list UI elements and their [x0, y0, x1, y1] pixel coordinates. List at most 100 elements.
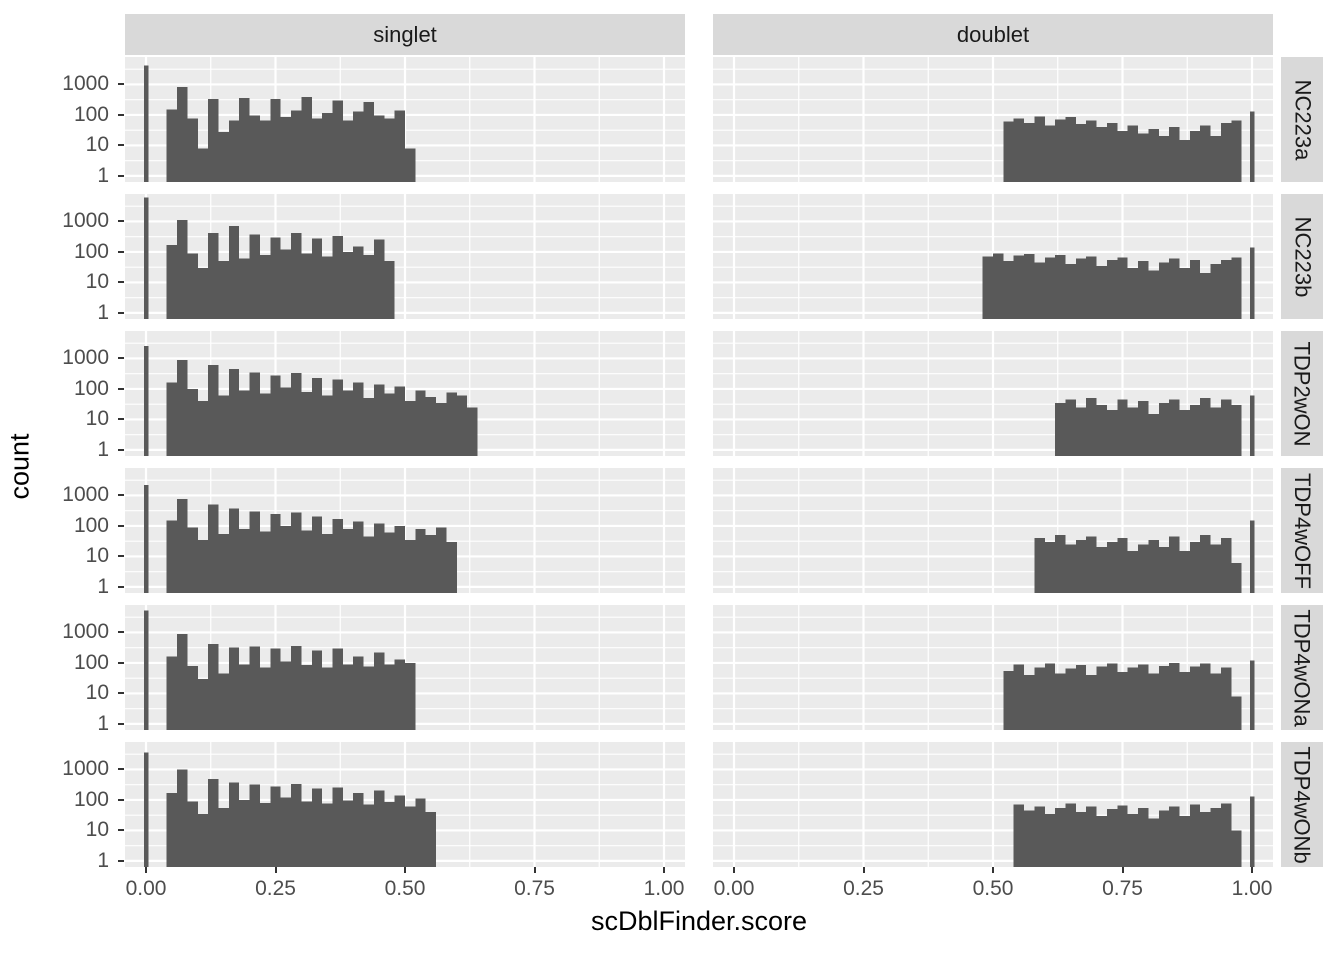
- facet-strip-row-tdp4woff-label: TDP4wOFF: [1290, 472, 1315, 589]
- facet-strip-row-tdp4wonb: TDP4wONb: [1281, 742, 1323, 867]
- y-tick-label: 1000: [62, 346, 109, 370]
- x-tick-mark: [1251, 867, 1253, 873]
- facet-strip-row-tdp2won: TDP2wON: [1281, 331, 1323, 456]
- x-tick-label: 0.75: [514, 877, 555, 900]
- panel-TDP4wOFF-doublet: [713, 468, 1273, 593]
- x-tick-mark: [992, 867, 994, 873]
- x-tick-label: 1.00: [1231, 877, 1273, 900]
- facet-strip-row-nc223b-label: NC223b: [1290, 216, 1315, 297]
- y-tick-mark: [118, 83, 124, 86]
- y-tick-label: 100: [73, 650, 109, 674]
- zero-score-spike: [144, 345, 149, 456]
- y-tick-label: 10: [85, 270, 109, 294]
- panel-NC223a-doublet: [713, 57, 1273, 182]
- y-tick-mark: [118, 692, 124, 695]
- one-score-spike: [1250, 520, 1255, 593]
- one-score-spike: [1250, 247, 1255, 319]
- y-tick-label: 1000: [62, 209, 109, 233]
- y-tick-mark: [118, 768, 124, 771]
- panel-TDP4wONa-singlet: [125, 605, 685, 730]
- facet-strip-singlet-label: singlet: [373, 21, 437, 47]
- histogram-bars: [144, 484, 457, 593]
- x-tick-mark: [533, 867, 536, 873]
- y-tick-label: 10: [85, 681, 109, 705]
- histogram-bars: [1034, 520, 1255, 593]
- y-tick-label: 1000: [62, 483, 109, 507]
- y-tick-label: 1: [97, 574, 109, 598]
- y-tick-label: 1000: [62, 757, 109, 781]
- facet-strip-row-tdp4wona: TDP4wONa: [1281, 605, 1323, 730]
- histogram-bars: [1003, 111, 1255, 182]
- histogram-bars: [982, 247, 1255, 319]
- panel-NC223a-singlet: [125, 57, 685, 182]
- x-tick-label: 0.50: [972, 877, 1014, 900]
- y-axis-title: count: [4, 433, 35, 500]
- x-tick-label: 0.75: [1102, 877, 1143, 900]
- y-tick-mark: [118, 494, 124, 497]
- zero-score-spike: [144, 610, 149, 730]
- y-tick-label: 100: [73, 513, 109, 537]
- y-tick-label: 1: [97, 300, 109, 324]
- one-score-spike: [1250, 111, 1255, 182]
- y-tick-mark: [118, 220, 124, 223]
- y-tick-label: 1: [97, 437, 109, 461]
- x-axis-title: scDblFinder.score: [590, 906, 808, 936]
- histogram-bars: [1003, 660, 1255, 730]
- y-tick-label: 10: [85, 544, 109, 568]
- y-tick-label: 1: [97, 848, 109, 872]
- y-tick-mark: [118, 722, 124, 725]
- panel-TDP4wOFF-singlet: [125, 468, 685, 593]
- histogram-bars: [144, 345, 478, 456]
- x-tick-mark: [1121, 867, 1124, 873]
- y-tick-label: 100: [73, 239, 109, 263]
- y-tick-mark: [118, 387, 124, 390]
- y-tick-label: 100: [73, 376, 109, 400]
- y-tick-label: 10: [85, 133, 109, 157]
- histogram-bars: [144, 752, 437, 867]
- y-tick-mark: [118, 448, 124, 451]
- y-tick-mark: [118, 829, 124, 832]
- x-tick-mark: [274, 867, 277, 873]
- y-tick-mark: [118, 631, 124, 634]
- x-tick-mark: [145, 867, 147, 873]
- panel-TDP4wONa-doublet: [713, 605, 1273, 730]
- y-tick-mark: [118, 250, 124, 253]
- y-tick-label: 10: [85, 818, 109, 842]
- facet-strip-row-tdp4wona-label: TDP4wONa: [1290, 608, 1316, 727]
- x-tick-mark: [404, 867, 406, 873]
- x-tick-label: 0.00: [713, 877, 755, 900]
- zero-score-spike: [144, 65, 149, 182]
- zero-score-spike: [144, 197, 149, 319]
- panel-NC223b-doublet: [713, 194, 1273, 319]
- histogram-bars: [144, 610, 416, 730]
- y-tick-label: 100: [73, 102, 109, 126]
- x-tick-mark: [663, 867, 665, 873]
- facet-strip-row-tdp2won-label: TDP2wON: [1290, 340, 1315, 447]
- panel-TDP4wONb-doublet: [713, 742, 1273, 867]
- y-tick-mark: [118, 555, 124, 558]
- panel-TDP2wON-singlet: [125, 331, 685, 456]
- y-tick-mark: [118, 311, 124, 314]
- x-tick-label: 1.00: [643, 877, 685, 900]
- y-tick-mark: [118, 144, 124, 147]
- y-tick-label: 1000: [62, 72, 109, 96]
- histogram-bars: [144, 65, 416, 182]
- y-tick-label: 1: [97, 163, 109, 187]
- facet-strip-doublet-label: doublet: [956, 21, 1030, 47]
- facet-strip-doublet: doublet: [713, 14, 1273, 55]
- facet-strip-row-tdp4woff: TDP4wOFF: [1281, 468, 1323, 593]
- x-tick-mark: [862, 867, 865, 873]
- y-tick-mark: [118, 113, 124, 116]
- y-tick-mark: [118, 281, 124, 284]
- zero-score-spike: [144, 752, 149, 867]
- facet-strip-row-nc223b: NC223b: [1281, 194, 1323, 319]
- facet-strip-row-nc223a: NC223a: [1281, 57, 1323, 182]
- y-tick-label: 10: [85, 407, 109, 431]
- y-tick-label: 1000: [62, 620, 109, 644]
- y-tick-mark: [118, 524, 124, 527]
- y-tick-label: 100: [73, 787, 109, 811]
- x-tick-label: 0.25: [255, 877, 296, 900]
- x-tick-label: 0.50: [384, 877, 426, 900]
- histogram-bars: [144, 197, 395, 319]
